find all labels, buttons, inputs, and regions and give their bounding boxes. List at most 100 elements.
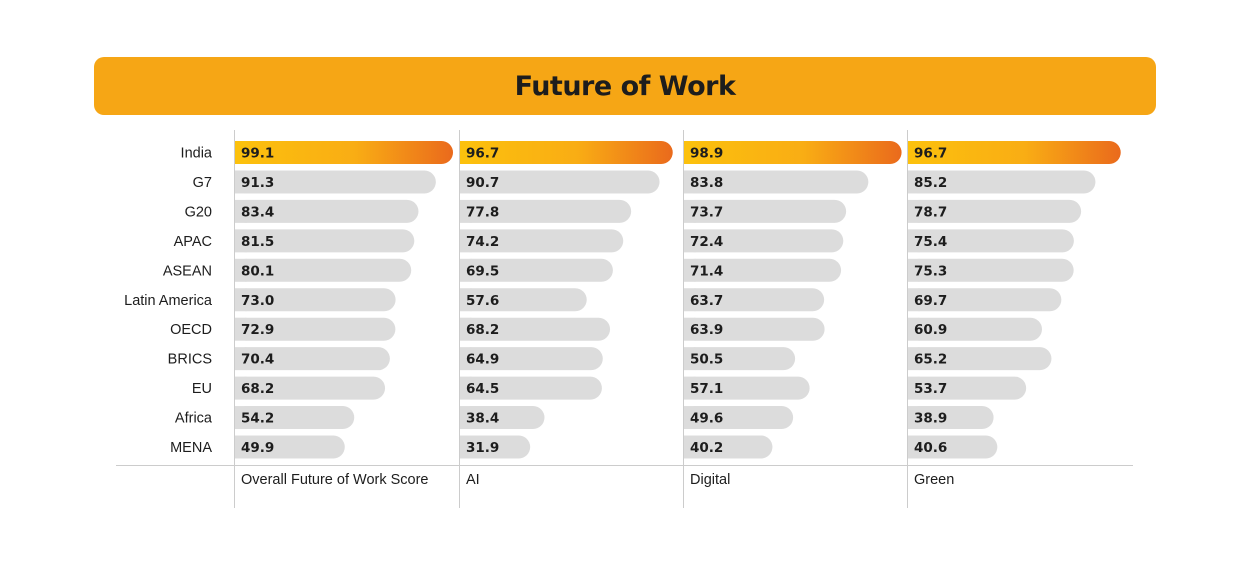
bar-value-label: 73.0 — [241, 293, 274, 309]
bar-left-edge — [460, 288, 472, 312]
bar-value-label: 96.7 — [914, 146, 947, 162]
bar — [235, 347, 390, 371]
bar — [235, 406, 355, 430]
bar-left-edge — [684, 170, 696, 194]
bar — [460, 288, 587, 312]
bar-left-edge — [460, 199, 472, 223]
bar-value-label: 83.4 — [241, 204, 274, 220]
bar — [235, 229, 415, 253]
bar-left-edge — [235, 317, 247, 341]
bar — [684, 199, 847, 223]
bar — [235, 288, 396, 312]
bar — [908, 170, 1096, 194]
bar-left-edge — [460, 376, 472, 400]
bar — [908, 347, 1052, 371]
bar-value-label: 75.3 — [914, 263, 947, 279]
bar — [684, 435, 773, 459]
bar-value-label: 69.5 — [466, 263, 499, 279]
bar-value-label: 54.2 — [241, 411, 274, 427]
bar — [460, 199, 632, 223]
bar-value-label: 63.7 — [690, 293, 723, 309]
bar-value-label: 50.5 — [690, 352, 723, 368]
bar-left-edge — [908, 170, 920, 194]
bar-left-edge — [235, 288, 247, 312]
bar-value-label: 77.8 — [466, 204, 499, 220]
category-label: Latin America — [124, 293, 213, 309]
bar-left-edge — [908, 258, 920, 282]
category-label: EU — [192, 381, 212, 397]
bar-value-label: 68.2 — [466, 322, 499, 338]
bar-value-label: 74.2 — [466, 234, 499, 250]
bar-value-label: 83.8 — [690, 175, 723, 191]
bar — [908, 317, 1042, 341]
category-label: Africa — [175, 411, 213, 427]
bar-left-edge — [235, 199, 247, 223]
bar — [235, 376, 386, 400]
bar-value-label: 78.7 — [914, 204, 947, 220]
bar-left-edge — [908, 288, 920, 312]
bar-left-edge — [235, 258, 247, 282]
bar-value-label: 85.2 — [914, 175, 947, 191]
bar-value-label: 38.4 — [466, 411, 499, 427]
bar-left-edge — [908, 376, 920, 400]
bar — [235, 317, 396, 341]
bar-value-label: 75.4 — [914, 234, 947, 250]
category-label: ASEAN — [163, 263, 212, 279]
bar — [684, 170, 869, 194]
bar-left-edge — [235, 229, 247, 253]
bar-value-label: 49.6 — [690, 411, 723, 427]
bar-left-edge — [684, 229, 696, 253]
bar-value-label: 53.7 — [914, 381, 947, 397]
bar — [908, 199, 1082, 223]
panel-label: Overall Future of Work Score — [241, 472, 429, 488]
bar-left-edge — [684, 258, 696, 282]
bar — [684, 347, 796, 371]
bar — [908, 406, 994, 430]
bar — [460, 258, 613, 282]
bar-left-edge — [908, 229, 920, 253]
category-label: BRICS — [168, 352, 212, 368]
bar — [684, 258, 842, 282]
bar-left-edge — [235, 170, 247, 194]
category-label: APAC — [174, 234, 212, 250]
bar-value-label: 98.9 — [690, 146, 723, 162]
bar — [908, 288, 1062, 312]
category-label: India — [181, 146, 213, 162]
bar-value-label: 63.9 — [690, 322, 723, 338]
bar-value-label: 31.9 — [466, 440, 499, 456]
bar-value-label: 90.7 — [466, 175, 499, 191]
bar — [684, 141, 902, 164]
bar-left-edge — [460, 141, 472, 164]
bar-left-edge — [460, 170, 472, 194]
panel-label: AI — [466, 472, 480, 488]
bar-left-edge — [684, 406, 696, 430]
bar — [235, 141, 454, 164]
category-label: OECD — [170, 322, 212, 338]
bar — [235, 170, 436, 194]
bar-value-label: 80.1 — [241, 263, 274, 279]
bar — [908, 141, 1121, 164]
bar — [684, 406, 794, 430]
bar-left-edge — [235, 347, 247, 371]
bar-value-label: 81.5 — [241, 234, 274, 250]
chart-title: Future of Work — [514, 70, 736, 102]
bar-left-edge — [684, 347, 696, 371]
bar — [908, 229, 1074, 253]
bar-value-label: 40.2 — [690, 440, 723, 456]
bar-value-label: 49.9 — [241, 440, 274, 456]
category-label: G7 — [193, 175, 212, 191]
bar-value-label: 73.7 — [690, 204, 723, 220]
bar — [684, 376, 810, 400]
bar — [460, 347, 603, 371]
bar-left-edge — [684, 317, 696, 341]
bar — [908, 435, 998, 459]
bar-left-edge — [684, 288, 696, 312]
bar-left-edge — [235, 141, 247, 164]
bar-left-edge — [460, 229, 472, 253]
bar-left-edge — [908, 406, 920, 430]
bar-left-edge — [460, 347, 472, 371]
bar — [460, 406, 545, 430]
bar-value-label: 72.4 — [690, 234, 723, 250]
bar — [460, 229, 624, 253]
